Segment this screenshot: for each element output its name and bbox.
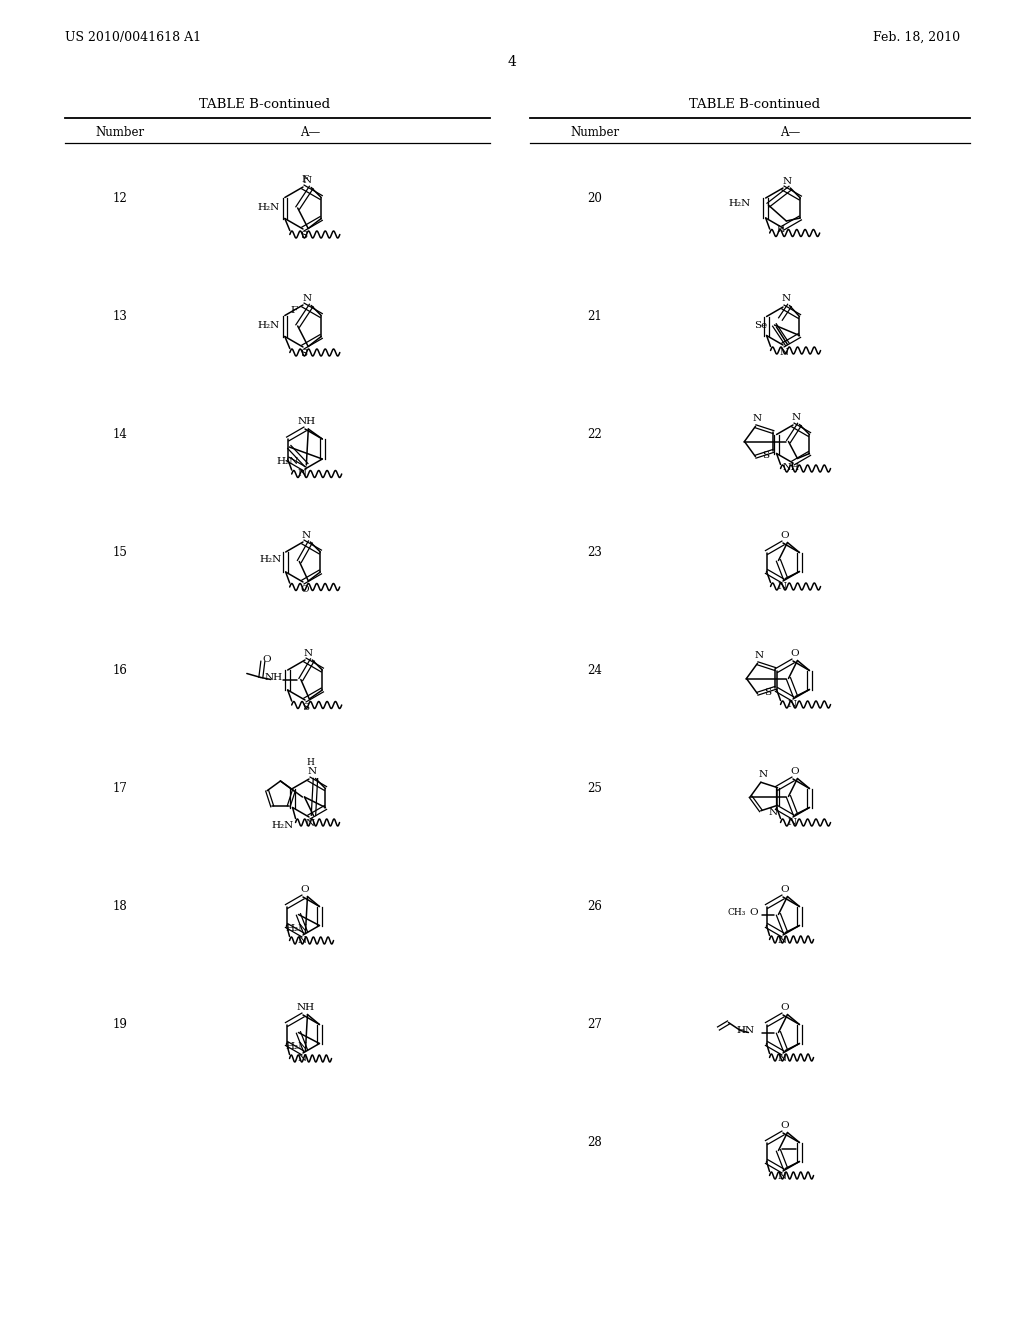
Text: HN: HN bbox=[736, 1026, 755, 1035]
Text: 25: 25 bbox=[588, 781, 602, 795]
Text: S: S bbox=[301, 348, 308, 358]
Text: Number: Number bbox=[570, 125, 620, 139]
Text: N: N bbox=[303, 176, 311, 185]
Text: H: H bbox=[306, 758, 314, 767]
Text: N: N bbox=[755, 651, 764, 660]
Text: N: N bbox=[787, 700, 797, 709]
Text: 22: 22 bbox=[588, 428, 602, 441]
Text: NH: NH bbox=[783, 463, 800, 473]
Text: N: N bbox=[298, 936, 307, 945]
Text: TABLE B-continued: TABLE B-continued bbox=[200, 99, 331, 111]
Text: N: N bbox=[787, 818, 797, 828]
Text: O: O bbox=[262, 655, 271, 664]
Text: 13: 13 bbox=[113, 309, 127, 322]
Text: O: O bbox=[750, 908, 759, 917]
Text: 12: 12 bbox=[113, 191, 127, 205]
Text: F: F bbox=[301, 174, 308, 183]
Text: N: N bbox=[304, 648, 313, 657]
Text: O: O bbox=[780, 1003, 788, 1012]
Text: O: O bbox=[791, 767, 799, 776]
Text: H₂N: H₂N bbox=[286, 924, 307, 933]
Text: S: S bbox=[762, 451, 769, 461]
Text: 28: 28 bbox=[588, 1135, 602, 1148]
Text: N: N bbox=[302, 531, 311, 540]
Text: NH: NH bbox=[296, 1003, 314, 1012]
Text: 23: 23 bbox=[588, 545, 602, 558]
Text: N: N bbox=[778, 582, 787, 591]
Text: H₂N: H₂N bbox=[728, 198, 751, 207]
Text: 24: 24 bbox=[588, 664, 602, 676]
Text: H₂N: H₂N bbox=[257, 203, 280, 213]
Text: Se: Se bbox=[754, 321, 767, 330]
Text: 17: 17 bbox=[113, 781, 127, 795]
Text: S: S bbox=[301, 231, 308, 240]
Text: H₂N: H₂N bbox=[286, 1041, 307, 1051]
Text: F: F bbox=[290, 306, 297, 315]
Text: N: N bbox=[782, 177, 792, 186]
Text: O: O bbox=[780, 531, 788, 540]
Text: A—: A— bbox=[780, 125, 800, 139]
Text: H₂N: H₂N bbox=[257, 322, 280, 330]
Text: N: N bbox=[758, 770, 767, 779]
Text: N: N bbox=[778, 1172, 787, 1181]
Text: O: O bbox=[791, 649, 799, 657]
Text: N: N bbox=[780, 348, 790, 356]
Text: CH₃: CH₃ bbox=[727, 908, 745, 917]
Text: N: N bbox=[782, 294, 791, 304]
Text: N: N bbox=[778, 1053, 787, 1063]
Text: 14: 14 bbox=[113, 428, 127, 441]
Text: A—: A— bbox=[300, 125, 321, 139]
Text: 21: 21 bbox=[588, 309, 602, 322]
Text: H₂N: H₂N bbox=[276, 457, 298, 466]
Text: N: N bbox=[298, 469, 307, 478]
Text: N: N bbox=[792, 413, 801, 422]
Text: N: N bbox=[768, 808, 777, 817]
Text: N: N bbox=[303, 294, 311, 304]
Text: N: N bbox=[298, 1053, 307, 1063]
Text: O: O bbox=[300, 884, 309, 894]
Text: 27: 27 bbox=[588, 1018, 602, 1031]
Text: 4: 4 bbox=[508, 55, 516, 69]
Text: NH: NH bbox=[297, 417, 315, 426]
Text: O: O bbox=[300, 585, 308, 594]
Text: Feb. 18, 2010: Feb. 18, 2010 bbox=[872, 30, 961, 44]
Text: TABLE B-continued: TABLE B-continued bbox=[689, 99, 820, 111]
Text: N: N bbox=[753, 413, 762, 422]
Text: S: S bbox=[764, 689, 771, 697]
Text: N: N bbox=[306, 818, 315, 828]
Text: O: O bbox=[780, 1121, 788, 1130]
Text: 18: 18 bbox=[113, 899, 127, 912]
Text: O: O bbox=[780, 884, 788, 894]
Text: Number: Number bbox=[95, 125, 144, 139]
Text: S: S bbox=[302, 702, 309, 711]
Text: 19: 19 bbox=[113, 1018, 127, 1031]
Text: H: H bbox=[776, 226, 784, 235]
Text: NH: NH bbox=[264, 673, 283, 682]
Text: 16: 16 bbox=[113, 664, 127, 676]
Text: N: N bbox=[778, 936, 787, 945]
Text: US 2010/0041618 A1: US 2010/0041618 A1 bbox=[65, 30, 201, 44]
Text: H₂N: H₂N bbox=[271, 821, 294, 830]
Text: 20: 20 bbox=[588, 191, 602, 205]
Text: 15: 15 bbox=[113, 545, 127, 558]
Text: N: N bbox=[308, 767, 317, 776]
Text: 26: 26 bbox=[588, 899, 602, 912]
Text: H₂N: H₂N bbox=[259, 554, 282, 564]
